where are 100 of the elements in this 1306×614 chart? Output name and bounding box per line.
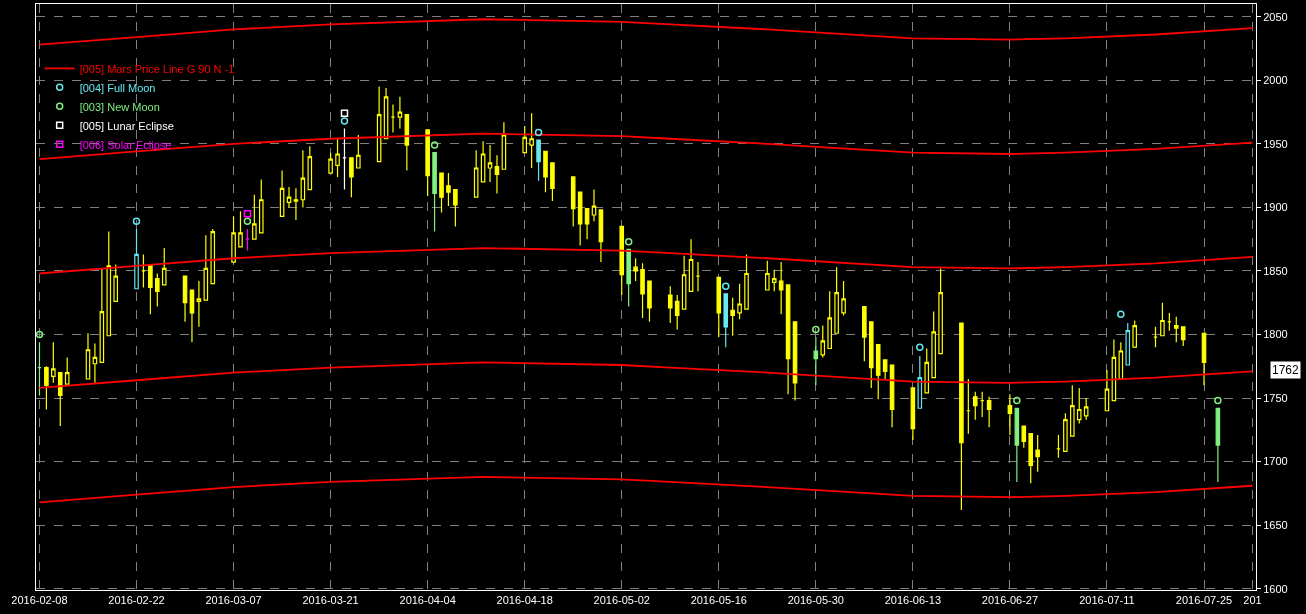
candlestick xyxy=(667,285,673,324)
candlestick xyxy=(924,347,930,394)
candlestick xyxy=(258,178,264,234)
candlestick xyxy=(1035,434,1040,473)
candlestick xyxy=(1083,397,1089,421)
candlestick xyxy=(979,391,985,418)
candlestick xyxy=(92,342,98,384)
point xyxy=(1117,310,1125,318)
candlestick xyxy=(1153,326,1158,348)
y-tick-label: 1650 xyxy=(1263,519,1288,532)
candlestick xyxy=(730,297,735,337)
candlestick xyxy=(910,387,916,441)
candlestick xyxy=(640,262,645,319)
candlestick xyxy=(245,228,250,252)
x-tick-label: 2016-02-22 xyxy=(108,594,165,607)
candlestick xyxy=(293,187,299,221)
x-tick-label: 2016-05-02 xyxy=(593,594,650,607)
candlestick xyxy=(404,113,410,172)
y-tick-label: 1950 xyxy=(1263,137,1288,150)
candlestick xyxy=(182,275,188,323)
candlestick xyxy=(591,188,597,222)
line-series xyxy=(38,361,1254,389)
candlestick xyxy=(85,332,91,380)
candlestick xyxy=(390,103,396,133)
candlestick xyxy=(342,127,347,191)
candlestick xyxy=(785,284,791,395)
point xyxy=(340,109,349,118)
x-tick-label: 2016-06-27 xyxy=(981,594,1039,607)
candlestick xyxy=(584,208,590,240)
candlestick xyxy=(737,283,742,320)
y-tick-label: 1700 xyxy=(1263,455,1288,468)
candlestick xyxy=(1180,326,1186,347)
candlestick xyxy=(868,321,874,389)
candlestick xyxy=(1201,332,1207,386)
candlestick xyxy=(1132,319,1137,348)
line-series xyxy=(38,18,1254,46)
candlestick xyxy=(716,276,722,338)
candlestick xyxy=(681,255,687,310)
x-tick-label: 2016-03-07 xyxy=(205,594,262,607)
candlestick xyxy=(494,154,500,194)
candlestick xyxy=(570,176,576,228)
candlestick xyxy=(633,257,638,282)
y-tick-label: 1600 xyxy=(1263,582,1288,595)
x-tick-label: 2016-05-30 xyxy=(787,594,844,607)
candlestick xyxy=(356,134,361,169)
candlestick xyxy=(307,145,313,191)
candlestick xyxy=(1125,322,1131,366)
candlestick xyxy=(688,238,694,292)
line-series xyxy=(38,247,1254,275)
point xyxy=(721,282,730,290)
candlestick xyxy=(723,293,729,348)
candlestick xyxy=(875,344,881,400)
x-tick-label: 2016-03-21 xyxy=(302,594,359,607)
candlestick xyxy=(1014,407,1020,483)
candlestick xyxy=(834,266,839,334)
candlestick xyxy=(1118,341,1124,380)
candlestick xyxy=(577,191,583,247)
point xyxy=(1214,396,1222,405)
x-tick-label: 2016-04-18 xyxy=(496,594,553,607)
candlestick xyxy=(862,305,867,362)
candlestick xyxy=(972,391,978,421)
candlestick xyxy=(487,144,493,183)
candlestick xyxy=(286,186,292,208)
candlestick xyxy=(501,121,507,170)
candlestick xyxy=(1167,312,1172,332)
candlestick xyxy=(446,172,451,207)
candlestick xyxy=(626,248,631,308)
candlestick xyxy=(328,152,333,174)
point xyxy=(624,237,633,246)
candlestick xyxy=(203,234,209,301)
candlestick xyxy=(1070,384,1075,437)
candlestick xyxy=(1063,412,1068,453)
candlestick xyxy=(161,247,167,286)
candlestick xyxy=(1007,393,1013,436)
candlestick xyxy=(425,129,430,197)
x-tick-label: 2016-06-13 xyxy=(884,594,942,607)
candlestick xyxy=(765,260,770,291)
candlestick xyxy=(439,172,444,214)
legend-label: [005] Lunar Eclipse xyxy=(79,119,174,132)
candlestick xyxy=(1173,316,1179,343)
candlestick xyxy=(813,336,819,386)
candlestick xyxy=(827,290,832,350)
candlestick xyxy=(771,269,777,292)
candlestick xyxy=(335,138,340,178)
point xyxy=(340,117,349,125)
y-tick-label: 2000 xyxy=(1263,74,1288,87)
candlestick xyxy=(1021,425,1027,449)
candlestick xyxy=(44,365,49,411)
point xyxy=(243,209,252,218)
candlestick xyxy=(57,372,63,427)
legend-label: [005] Mars Price Line G 90 N -1 xyxy=(79,62,235,75)
point xyxy=(534,128,543,137)
candlestick xyxy=(51,341,56,384)
candlestick xyxy=(986,396,992,428)
candlestick xyxy=(64,356,70,385)
point xyxy=(916,343,924,351)
candlestick xyxy=(99,267,105,364)
candlestick xyxy=(189,289,195,343)
candlestick xyxy=(931,311,936,379)
candlestick xyxy=(238,210,243,248)
